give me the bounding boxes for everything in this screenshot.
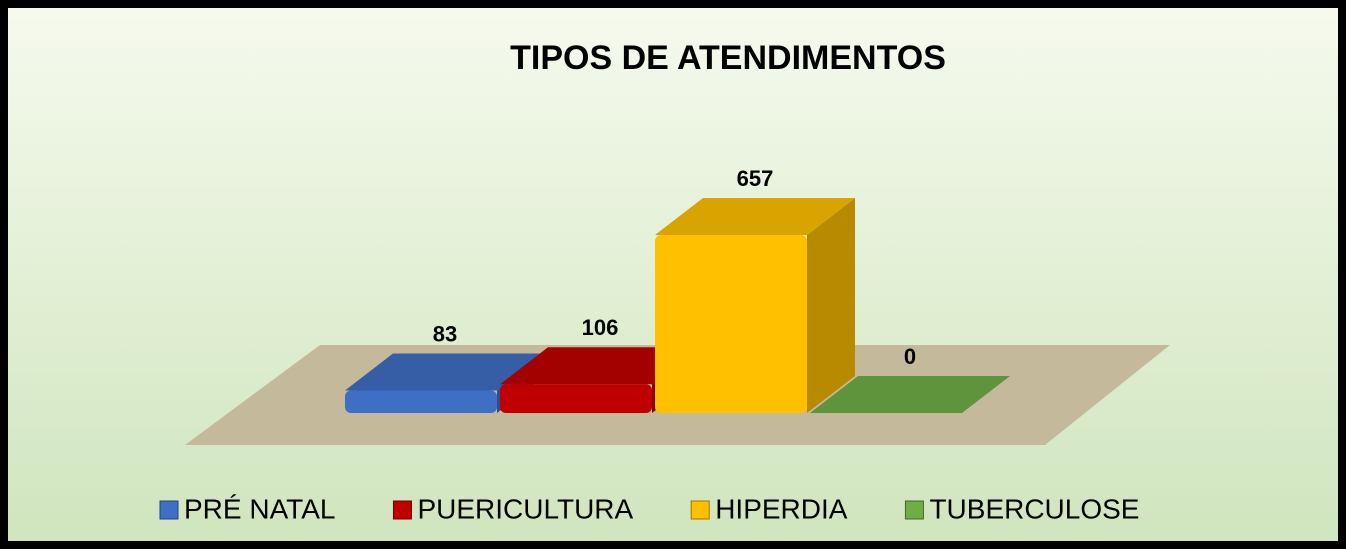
data-label: 106 (582, 315, 619, 340)
legend-label: HIPERDIA (715, 493, 848, 524)
bar-top (500, 347, 700, 385)
data-label: 657 (737, 166, 774, 191)
legend-label: TUBERCULOSE (929, 493, 1139, 524)
legend-swatch (159, 500, 179, 520)
legend-label: PRÉ NATAL (184, 493, 335, 524)
bar (655, 235, 807, 413)
bar (500, 384, 652, 413)
chart-title: TIPOS DE ATENDIMENTOS (510, 39, 946, 77)
bar-top (810, 376, 1010, 413)
data-label: 83 (433, 321, 457, 346)
legend-swatch (690, 500, 710, 520)
legend-swatch (392, 500, 412, 520)
bar-side (807, 198, 855, 413)
legend-swatch (904, 500, 924, 520)
bar-top (655, 198, 855, 235)
data-label: 0 (904, 344, 916, 369)
bar (345, 390, 497, 413)
legend-label: PUERICULTURA (417, 493, 633, 524)
bar-top (345, 353, 545, 391)
